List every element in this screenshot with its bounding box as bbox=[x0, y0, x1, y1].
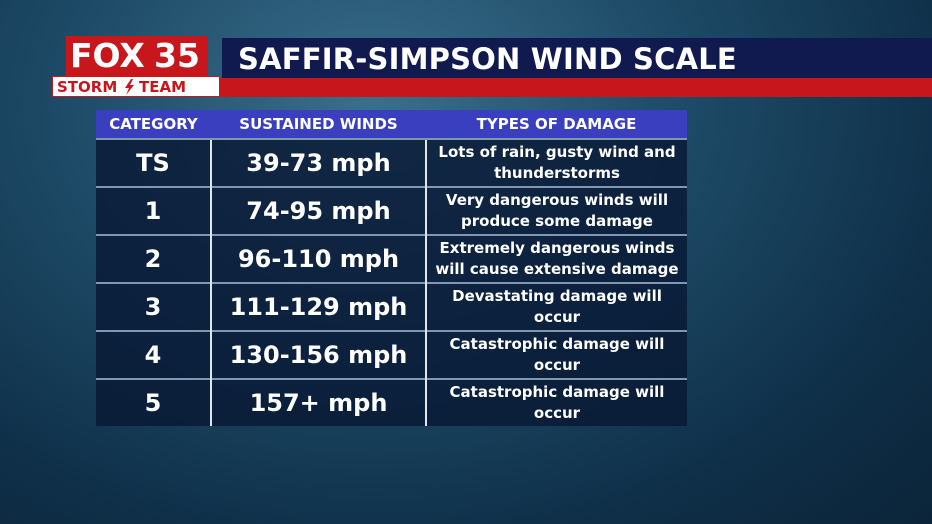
logo-brand: FOX bbox=[70, 36, 145, 75]
logo: FOX 35 bbox=[66, 36, 208, 76]
table-body: TS 39-73 mph Lots of rain, gusty wind and … bbox=[96, 138, 687, 426]
table-row: 3 111-129 mph Devastating damage will occu… bbox=[96, 282, 687, 331]
table-cell: TS bbox=[96, 138, 211, 187]
column-header: SUSTAINED WINDS bbox=[211, 110, 426, 139]
column-header: TYPES OF DAMAGE bbox=[426, 110, 687, 139]
scale-table: CATEGORY SUSTAINED WINDS TYPES OF DAMAGE T… bbox=[96, 110, 687, 426]
table-cell: 1 bbox=[96, 186, 211, 235]
table-row: TS 39-73 mph Lots of rain, gusty wind and … bbox=[96, 138, 687, 187]
lightning-icon bbox=[125, 79, 134, 95]
table-row: 4 130-156 mph Catastrophic damage will occ… bbox=[96, 330, 687, 379]
logo-team: STORM TEAM bbox=[52, 76, 220, 97]
table-cell: Catastrophic damage will occur bbox=[425, 378, 687, 426]
logo-channel: 35 bbox=[154, 36, 200, 75]
column-header: CATEGORY bbox=[96, 110, 211, 139]
table-cell: 3 bbox=[96, 282, 211, 331]
table-cell: 74-95 mph bbox=[210, 186, 426, 235]
table-cell: Devastating damage will occur bbox=[425, 282, 687, 331]
accent-bar bbox=[218, 78, 932, 97]
table-cell: 96-110 mph bbox=[210, 234, 426, 283]
title: SAFFIR-SIMPSON WIND SCALE bbox=[238, 42, 737, 76]
table-cell: Extremely dangerous winds will cause ext… bbox=[425, 234, 687, 283]
table-cell: 130-156 mph bbox=[210, 330, 426, 379]
logo-team-right: TEAM bbox=[139, 78, 187, 96]
header-row: CATEGORY SUSTAINED WINDS TYPES OF DAMAGE bbox=[96, 110, 687, 139]
table-cell: 39-73 mph bbox=[210, 138, 426, 187]
table-cell: 2 bbox=[96, 234, 211, 283]
logo-team-left: STORM bbox=[57, 78, 118, 96]
title-bar bbox=[222, 38, 932, 78]
table-cell: 157+ mph bbox=[210, 378, 426, 426]
table-row: 1 74-95 mph Very dangerous winds will prod… bbox=[96, 186, 687, 235]
table-cell: Catastrophic damage will occur bbox=[425, 330, 687, 379]
table-cell: 4 bbox=[96, 330, 211, 379]
table-cell: Lots of rain, gusty wind and thunderstor… bbox=[425, 138, 687, 187]
table-cell: 5 bbox=[96, 378, 211, 426]
table-cell: 111-129 mph bbox=[210, 282, 426, 331]
table-row: 2 96-110 mph Extremely dangerous winds wil… bbox=[96, 234, 687, 283]
table-cell: Very dangerous winds will produce some d… bbox=[425, 186, 687, 235]
table-row: 5 157+ mph Catastrophic damage will occur bbox=[96, 378, 687, 426]
